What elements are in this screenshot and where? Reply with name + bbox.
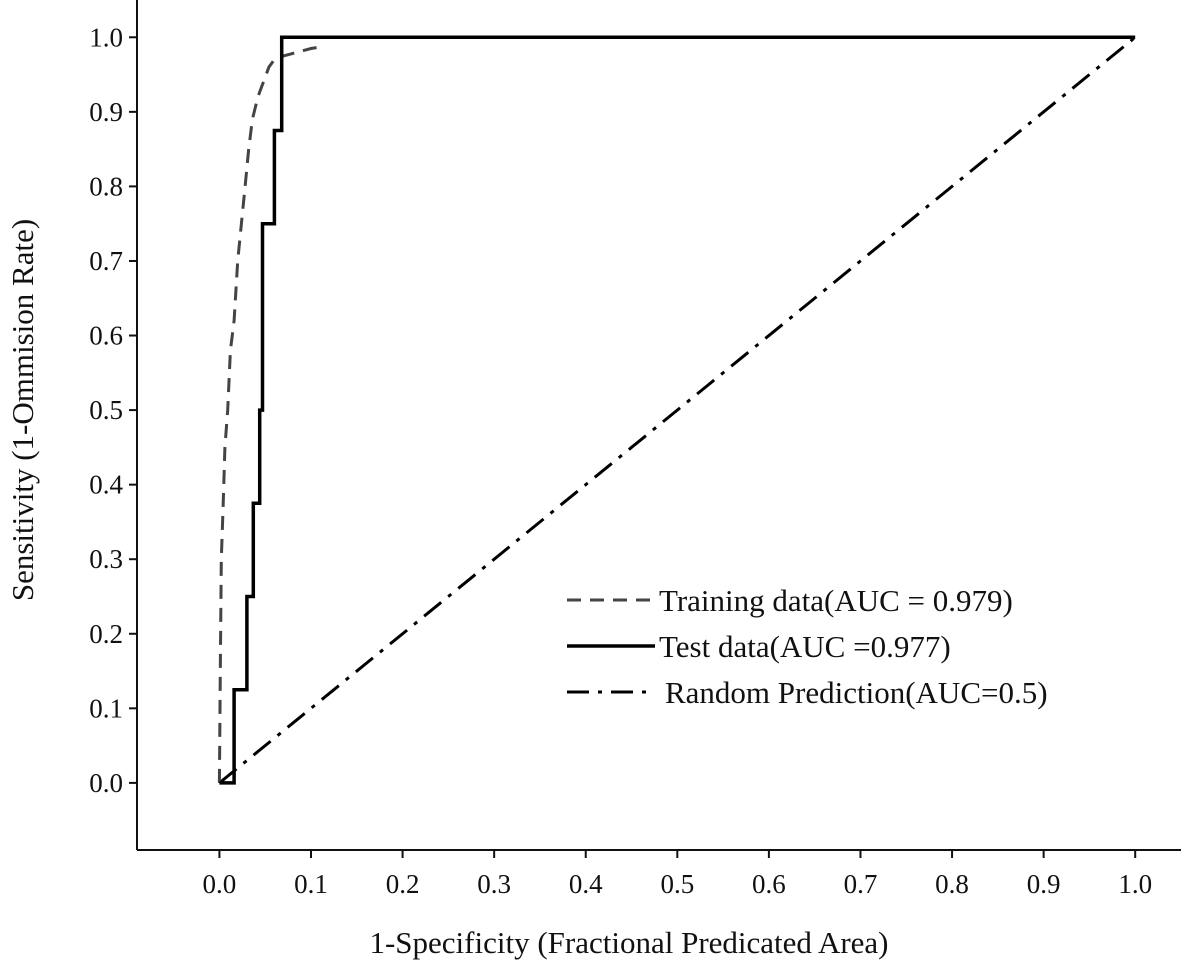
x-tick-label: 0.5 <box>660 869 694 899</box>
x-tick-label: 0.9 <box>1027 869 1061 899</box>
y-tick-label: 0.1 <box>89 693 123 723</box>
x-tick-label: 1.0 <box>1118 869 1152 899</box>
series-line-dashed <box>217 45 321 783</box>
legend-label: Training data(AUC = 0.979) <box>659 583 1013 618</box>
y-tick-label: 1.0 <box>89 22 123 52</box>
x-tick-label: 0.6 <box>752 869 786 899</box>
x-tick-label: 0.2 <box>386 869 420 899</box>
legend-label: Random Prediction(AUC=0.5) <box>665 675 1048 710</box>
series-line-solid <box>219 35 1136 785</box>
series-layer <box>217 35 1137 785</box>
y-tick-label: 0.4 <box>89 470 123 500</box>
y-tick-label: 0.3 <box>89 544 123 574</box>
y-tick-label: 0.0 <box>89 768 123 798</box>
series-line-dashdot <box>218 36 1137 785</box>
x-axis-title: 1-Specificity (Fractional Predicated Are… <box>369 925 888 960</box>
legend: Training data(AUC = 0.979) Test data(AUC … <box>567 583 1048 710</box>
y-tick-label: 0.8 <box>89 171 123 201</box>
x-tick-label: 0.3 <box>477 869 511 899</box>
y-tick-label: 0.7 <box>89 246 123 276</box>
x-tick-label: 0.8 <box>935 869 969 899</box>
y-tick-label: 0.9 <box>89 97 123 127</box>
y-tick-label: 0.5 <box>89 395 123 425</box>
y-tick-label: 0.6 <box>89 321 123 351</box>
x-tick-label: 0.1 <box>294 869 328 899</box>
y-axis-title: Sensitivity (1-Ommision Rate) <box>5 219 40 601</box>
legend-label: Test data(AUC =0.977) <box>659 629 951 664</box>
y-tick-label: 0.2 <box>89 619 123 649</box>
x-tick-label: 0.4 <box>569 869 603 899</box>
x-tick-label: 0.0 <box>203 869 237 899</box>
x-tick-label: 0.7 <box>844 869 878 899</box>
axes: 0.0 0.1 0.2 0.3 0.4 0.5 0.6 0.7 0.8 0.9 1.0 0.0 0.1 0… <box>89 0 1181 899</box>
